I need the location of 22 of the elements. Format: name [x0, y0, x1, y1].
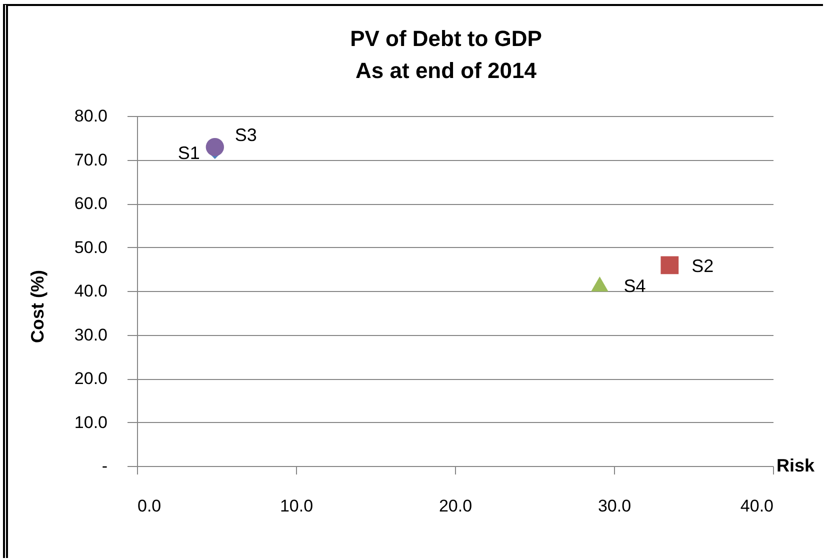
x-tick-label: 30.0	[598, 496, 632, 516]
y-tick-label: -	[102, 456, 108, 476]
y-tick-label: 10.0	[74, 412, 108, 432]
series-label: S2	[692, 256, 714, 276]
y-tick-label: 60.0	[74, 194, 108, 213]
y-tick-label: 50.0	[74, 238, 108, 257]
series-label: S4	[624, 276, 646, 296]
series-label: S1	[178, 142, 200, 163]
chart-subtitle: As at end of 2014	[356, 58, 538, 83]
chart-title: PV of Debt to GDP	[350, 26, 542, 51]
x-tick-label: 20.0	[438, 496, 472, 516]
x-axis-title: Risk	[776, 456, 816, 476]
y-axis-title: Cost (%)	[28, 270, 48, 343]
y-tick-label: 30.0	[74, 325, 108, 344]
y-tick-label: 20.0	[74, 369, 108, 388]
x-tick-label: 10.0	[280, 496, 314, 516]
x-tick-label: 40.0	[740, 496, 774, 516]
y-tick-label: 70.0	[74, 150, 108, 170]
x-tick-label: 0.0	[138, 496, 162, 516]
y-tick-label: 80.0	[74, 106, 108, 126]
y-tick-label: 40.0	[74, 282, 108, 300]
series-label: S3	[234, 125, 257, 146]
